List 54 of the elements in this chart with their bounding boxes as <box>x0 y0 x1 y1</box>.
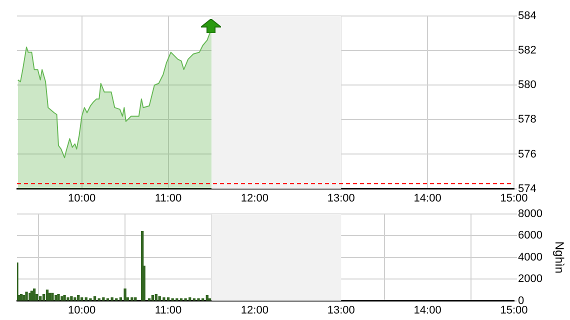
y-tick-label: 580 <box>518 79 536 92</box>
y-tick-label: 576 <box>518 148 536 160</box>
bar <box>102 297 105 301</box>
x-tick-label: 11:00 <box>154 304 182 316</box>
bar <box>51 292 54 301</box>
bar <box>63 295 66 301</box>
x-tick-label: 13:00 <box>327 304 355 316</box>
bar <box>46 290 49 301</box>
x-tick-label: 15:00 <box>500 192 528 204</box>
bar <box>110 297 114 301</box>
y-tick-label: 574 <box>518 182 536 195</box>
y-tick-label: 0 <box>518 294 524 307</box>
bar <box>124 288 126 301</box>
x-tick-label: 12:00 <box>240 192 268 204</box>
bar <box>184 298 187 301</box>
bar <box>166 297 170 301</box>
bar <box>154 294 158 301</box>
bar <box>66 297 70 301</box>
bar <box>93 296 96 301</box>
bar <box>39 296 42 301</box>
bar <box>77 295 80 301</box>
bar <box>162 297 166 301</box>
y-tick-label: 584 <box>518 10 536 22</box>
y-tick-label: 4000 <box>518 251 542 264</box>
bar <box>89 298 92 301</box>
x-tick-label: 12:00 <box>240 304 268 316</box>
x-tick-label: 14:00 <box>414 192 442 204</box>
bar <box>70 296 73 301</box>
bar <box>32 288 36 301</box>
bar <box>22 295 26 301</box>
bar <box>80 297 84 301</box>
x-tick-label: 11:00 <box>154 192 182 204</box>
bar <box>25 292 28 301</box>
x-tick-label: 10:00 <box>68 192 96 204</box>
y-tick-label: 578 <box>518 114 536 126</box>
bar <box>134 297 137 301</box>
bar <box>206 295 208 301</box>
y-tick-label: 582 <box>518 44 536 57</box>
bar <box>74 297 76 301</box>
y-tick-label: 2000 <box>518 273 542 286</box>
bar <box>54 295 58 301</box>
x-tick-label: 14:00 <box>414 304 442 316</box>
y-axis-title: Nghìn <box>552 241 566 274</box>
x-tick-label: 10:00 <box>68 304 96 316</box>
y-tick-label: 6000 <box>518 230 542 242</box>
bar <box>197 298 200 301</box>
x-tick-label: 13:00 <box>327 192 355 204</box>
bar <box>42 294 46 301</box>
bar <box>60 296 64 301</box>
x-tick-label: 15:00 <box>500 304 528 316</box>
bar <box>130 297 134 301</box>
bar <box>57 294 60 301</box>
bar <box>151 295 154 301</box>
y-tick-label: 8000 <box>518 208 542 220</box>
